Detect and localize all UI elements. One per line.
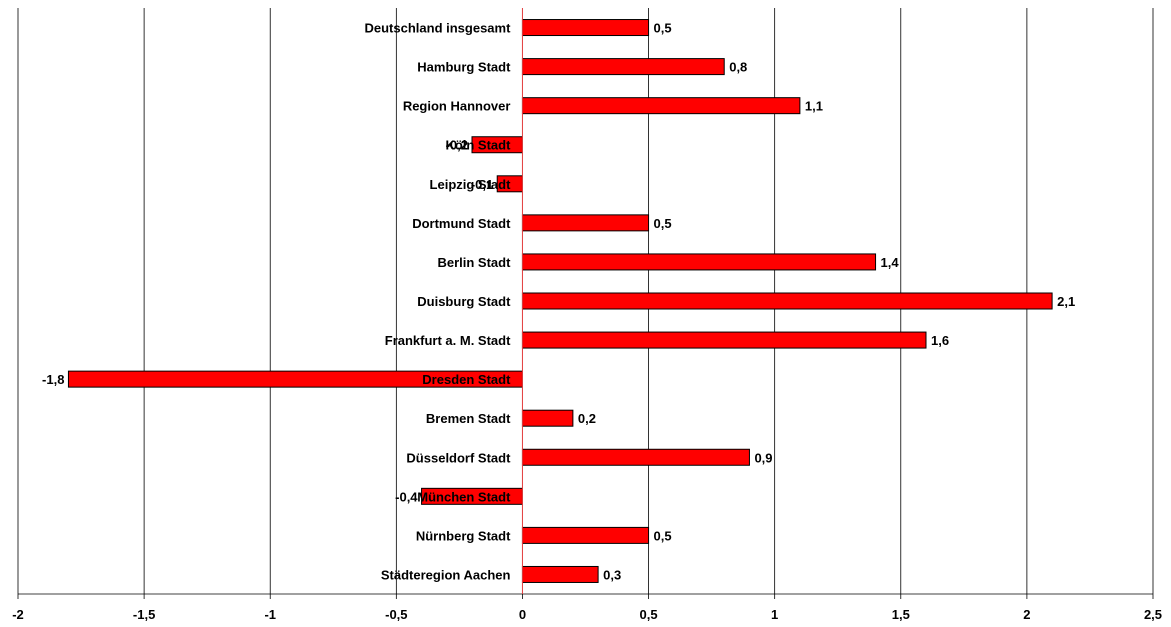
bar <box>521 58 725 76</box>
data-label: 1,4 <box>881 255 900 270</box>
category-label: Leipzig Stadt <box>430 177 512 192</box>
category-label: Deutschland insgesamt <box>365 21 512 36</box>
data-label: 2,1 <box>1057 294 1075 309</box>
data-label: 0,5 <box>654 21 672 36</box>
bar <box>521 214 650 232</box>
data-label: -1,8 <box>42 372 64 387</box>
category-label: München Stadt <box>417 489 511 504</box>
x-tick-label: 1 <box>771 607 778 622</box>
x-tick-label: -1 <box>264 607 276 622</box>
data-label: -0,2 <box>446 138 468 153</box>
label-layer: Deutschland insgesamt 0,5 Hamburg Stadt 0,8… <box>42 8 1075 594</box>
bar <box>521 409 574 427</box>
bar <box>521 526 650 544</box>
x-tick-label: 1,5 <box>892 607 910 622</box>
category-label: Düsseldorf Stadt <box>406 450 511 465</box>
category-label: Bremen Stadt <box>426 411 511 426</box>
bar <box>521 448 750 466</box>
category-label: Frankfurt a. M. Stadt <box>385 333 511 348</box>
category-label: Hamburg Stadt <box>417 60 511 75</box>
data-label: 0,5 <box>654 216 672 231</box>
data-label: 1,6 <box>931 333 949 348</box>
category-label: Dortmund Stadt <box>412 216 511 231</box>
bar <box>521 97 801 115</box>
data-label: 0,3 <box>603 567 621 582</box>
bar <box>521 19 650 37</box>
category-label: Köln Stadt <box>445 138 511 153</box>
data-label: -0,4 <box>395 489 418 504</box>
x-tick-label: 2,5 <box>1144 607 1162 622</box>
data-label: 0,5 <box>654 528 672 543</box>
bar <box>521 565 599 583</box>
bar <box>521 253 877 271</box>
data-label: 0,9 <box>754 450 772 465</box>
category-label: Nürnberg Stadt <box>416 528 511 543</box>
data-label: 0,2 <box>578 411 596 426</box>
category-label: Region Hannover <box>403 99 511 114</box>
bar <box>521 331 927 349</box>
category-label: Dresden Stadt <box>422 372 511 387</box>
x-tick-label: 0,5 <box>640 607 658 622</box>
x-tick-label: -2 <box>12 607 24 622</box>
x-tick-label: 0 <box>519 607 526 622</box>
bar-layer <box>67 19 1053 583</box>
x-axis-ticks: -2 -1,5 -1 -0,5 0 0,5 1 1,5 2 2,5 <box>12 594 1162 622</box>
category-label: Duisburg Stadt <box>417 294 511 309</box>
x-tick-label: -1,5 <box>133 607 155 622</box>
category-label: Städteregion Aachen <box>381 567 511 582</box>
data-label: -0,1 <box>471 177 493 192</box>
data-label: 0,8 <box>729 60 747 75</box>
category-label: Berlin Stadt <box>437 255 511 270</box>
x-tick-label: -0,5 <box>385 607 407 622</box>
x-tick-label: 2 <box>1023 607 1030 622</box>
data-label: 1,1 <box>805 99 823 114</box>
bar <box>521 292 1053 310</box>
